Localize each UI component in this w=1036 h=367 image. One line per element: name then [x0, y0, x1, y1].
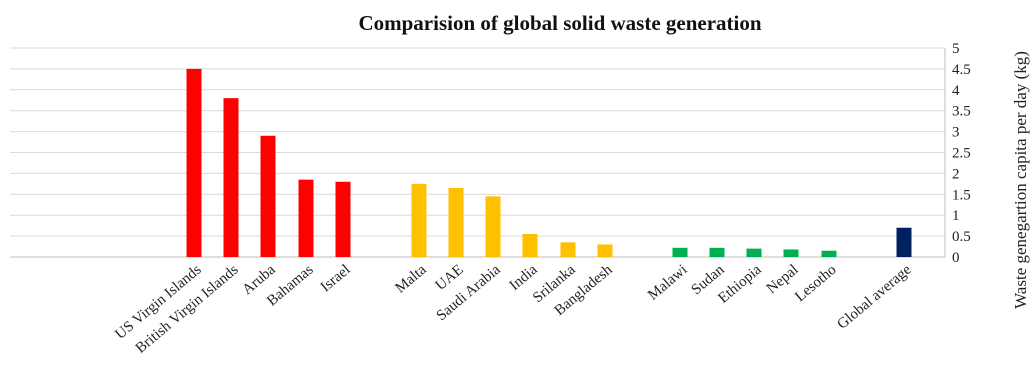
bar	[335, 181, 351, 257]
bar	[298, 179, 314, 257]
y-tick-label: 0	[952, 250, 960, 266]
bar	[746, 248, 762, 257]
bar	[448, 188, 464, 257]
x-category-label: Malawi	[645, 262, 690, 304]
bar	[260, 135, 276, 257]
y-tick-label: 4.5	[952, 62, 971, 78]
bars	[186, 68, 912, 258]
y-axis-title: Waste genegartion capita per day (kg)	[1011, 51, 1030, 309]
gridlines	[10, 47, 946, 258]
y-tick-label: 1	[952, 208, 960, 224]
x-category-label: Lesotho	[792, 262, 839, 305]
y-tick-label: 0.5	[952, 229, 971, 245]
x-category-label: Global average	[834, 262, 914, 333]
y-tick-label: 2	[952, 166, 960, 182]
bar	[223, 98, 239, 257]
x-category-label: Malta	[392, 262, 429, 297]
chart-title: Comparision of global solid waste genera…	[358, 11, 761, 35]
bar	[821, 250, 837, 257]
bar	[560, 242, 576, 257]
bar	[411, 183, 427, 257]
y-tick-label: 4	[952, 83, 960, 99]
y-tick-label: 3	[952, 125, 960, 141]
bar	[597, 244, 613, 257]
bar	[783, 249, 799, 257]
x-category-label: Israel	[318, 262, 354, 296]
y-tick-label: 3.5	[952, 104, 971, 120]
bar	[672, 247, 688, 257]
bar	[485, 196, 501, 257]
y-tick-label: 1.5	[952, 187, 971, 203]
y-tick-label: 5	[952, 41, 960, 57]
y-axis-ticks: 5 4.5 4 3.5 3 2.5 2 1.5 1 0.5 0	[952, 41, 971, 266]
y-tick-label: 2.5	[952, 146, 971, 162]
bar	[522, 234, 538, 257]
bar	[896, 227, 912, 257]
bar	[186, 68, 202, 258]
bar	[709, 247, 725, 257]
